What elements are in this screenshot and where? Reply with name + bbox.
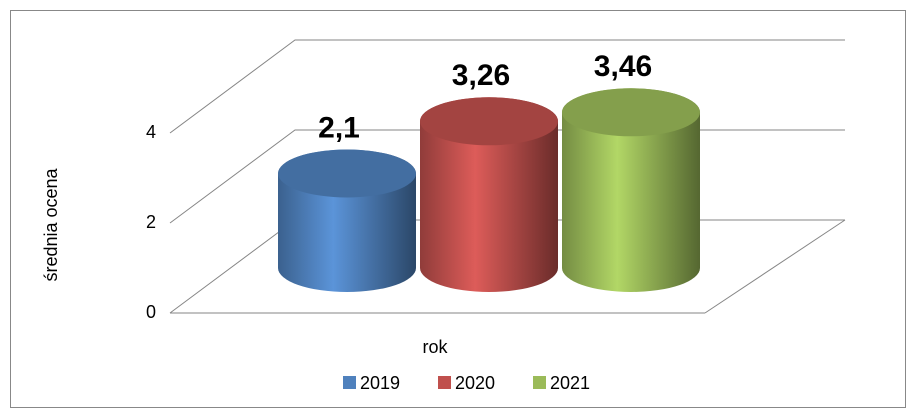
legend-label: 2021 — [550, 373, 590, 393]
value-label: 2,1 — [318, 111, 360, 144]
y-tick-label: 4 — [146, 122, 156, 142]
legend-label: 2020 — [455, 373, 495, 393]
bar — [420, 97, 558, 292]
floor-right-edge — [704, 219, 846, 314]
bar-top — [562, 88, 700, 137]
y-tick-label: 2 — [146, 212, 156, 232]
x-axis-label: rok — [422, 337, 448, 357]
legend-swatch — [343, 376, 356, 389]
y-axis-label: średnia ocena — [41, 167, 61, 281]
legend-swatch — [533, 376, 546, 389]
legend-swatch — [438, 376, 451, 389]
bar-top — [278, 149, 416, 198]
y-tick-label: 0 — [146, 302, 156, 322]
value-label: 3,46 — [594, 50, 652, 83]
value-label: 3,26 — [452, 59, 510, 92]
grid-line — [169, 39, 845, 134]
bar-top — [420, 97, 558, 146]
bar — [562, 88, 700, 292]
legend-label: 2019 — [360, 373, 400, 393]
